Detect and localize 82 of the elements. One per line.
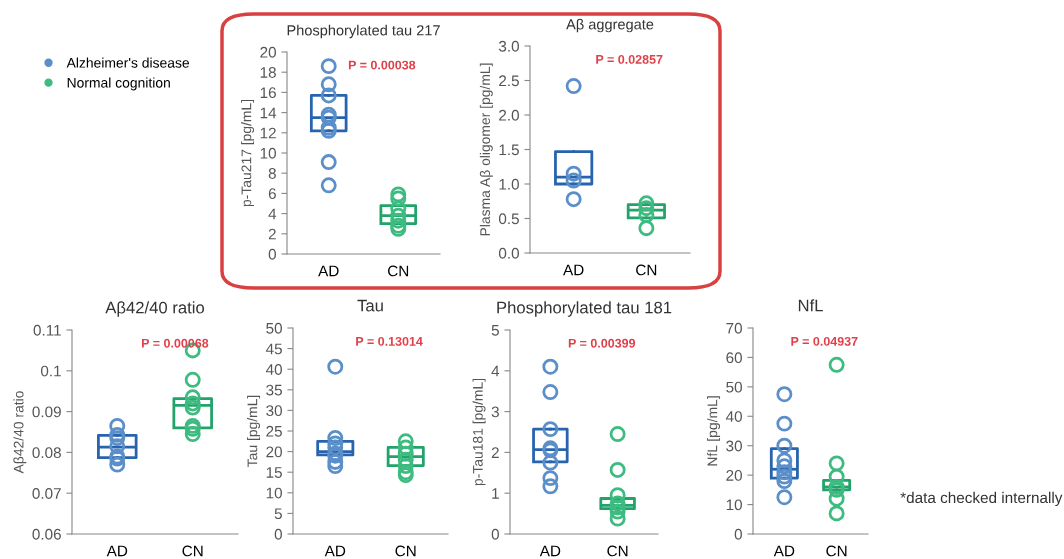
y-tick-label: 0 xyxy=(268,248,276,260)
y-tick-label: 0 xyxy=(274,528,282,540)
y-tick-label: 3 xyxy=(491,406,499,418)
text: *data checked internally xyxy=(900,491,1063,507)
y-axis-title: p-Tau217 [pg/mL] xyxy=(241,99,255,207)
y-tick-label: 30 xyxy=(266,405,282,417)
y-tick-label: 8 xyxy=(268,168,276,179)
x-tick-label: CN xyxy=(182,545,203,557)
x-tick-label: CN xyxy=(826,545,847,557)
x-tick-label: AD xyxy=(563,264,584,276)
y-tick-label: 10 xyxy=(260,147,276,159)
annotation: P = 0.04937 xyxy=(791,336,858,346)
x-tick-label: AD xyxy=(318,265,339,277)
y-tick-label: 45 xyxy=(265,343,282,355)
y-axis-title: NfL [pg/mL] xyxy=(707,396,721,466)
y-tick-label: 12 xyxy=(260,127,276,139)
x-tick-label: CN xyxy=(388,265,409,277)
y-axis-title: Aβ42/40 ratio xyxy=(13,391,27,474)
x-tick-label: CN xyxy=(395,545,416,557)
y-tick-label: 16 xyxy=(260,87,276,99)
annotation: P = 0.02857 xyxy=(596,54,663,64)
y-tick-label: 2.5 xyxy=(499,75,519,87)
y-tick-label: 6 xyxy=(268,188,276,200)
annotation: P = 0.00399 xyxy=(568,338,636,348)
chart-title: Aβ aggregate xyxy=(566,18,654,33)
y-tick-label: 35 xyxy=(266,384,282,396)
y-tick-label: 0 xyxy=(734,528,742,540)
y-tick-label: 1 xyxy=(492,488,499,499)
chart-title: Phosphorylated tau 181 xyxy=(497,301,672,317)
y-tick-label: 3.0 xyxy=(498,40,519,52)
y-tick-label: 5 xyxy=(274,508,282,520)
y-tick-label: 0.11 xyxy=(33,324,61,336)
y-tick-label: 0 xyxy=(491,528,499,540)
x-tick-label: AD xyxy=(773,545,795,557)
annotation: P = 0.00068 xyxy=(141,338,209,348)
y-tick-label: 5 xyxy=(491,325,499,336)
y-tick-label: 0.09 xyxy=(32,406,61,418)
y-tick-label: 20 xyxy=(266,446,282,458)
y-tick-label: 70 xyxy=(726,322,742,334)
y-tick-label: 0.08 xyxy=(32,447,61,459)
y-tick-label: 1.5 xyxy=(499,144,519,156)
y-tick-label: 0.1 xyxy=(40,365,61,377)
y-tick-label: 20 xyxy=(260,46,276,58)
y-tick-label: 10 xyxy=(266,487,282,499)
y-tick-label: 4 xyxy=(491,365,500,377)
y-tick-label: 0.06 xyxy=(32,528,61,540)
chart-title: Aβ42/40 ratio xyxy=(105,301,205,317)
y-tick-label: 2.0 xyxy=(499,109,519,121)
x-tick-label: CN xyxy=(636,264,657,276)
y-tick-label: 10 xyxy=(726,499,742,511)
y-tick-label: 0.0 xyxy=(498,247,519,259)
y-tick-label: 40 xyxy=(265,364,282,375)
chart-title: Phosphorylated tau 217 xyxy=(287,24,440,39)
y-tick-label: 0.5 xyxy=(498,213,519,225)
y-tick-label: 50 xyxy=(726,381,742,393)
y-tick-label: 2 xyxy=(491,447,499,458)
y-axis-title: Plasma Aβ oligomer [pg/mL] xyxy=(479,63,493,236)
y-tick-label: 1.0 xyxy=(499,178,519,190)
chart-title: Tau xyxy=(357,299,383,312)
x-tick-label: AD xyxy=(539,545,561,557)
chart-title: NfL xyxy=(798,299,823,312)
y-tick-label: 0.07 xyxy=(32,488,61,499)
y-tick-label: 50 xyxy=(266,322,282,334)
y-tick-label: 30 xyxy=(726,440,742,452)
annotation: P = 0.13014 xyxy=(356,336,423,346)
y-axis-title: Tau [pg/mL] xyxy=(247,395,261,467)
legend-label: Normal cognition xyxy=(67,77,170,91)
x-tick-label: CN xyxy=(607,545,628,557)
legend-label: Alzheimer's disease xyxy=(66,57,190,68)
y-tick-label: 4 xyxy=(268,208,277,220)
y-tick-label: 25 xyxy=(266,425,282,437)
y-tick-label: 18 xyxy=(260,67,276,78)
y-tick-label: 2 xyxy=(268,228,276,240)
x-tick-label: AD xyxy=(324,545,346,557)
annotation: P = 0.00038 xyxy=(348,60,416,70)
y-tick-label: 20 xyxy=(726,470,742,481)
y-tick-label: 15 xyxy=(266,467,282,478)
y-tick-label: 60 xyxy=(726,352,742,364)
y-axis-title: p-Tau181 [pg/mL] xyxy=(472,378,486,486)
x-tick-label: AD xyxy=(106,545,128,557)
y-tick-label: 40 xyxy=(725,411,742,422)
y-tick-label: 14 xyxy=(260,107,277,119)
